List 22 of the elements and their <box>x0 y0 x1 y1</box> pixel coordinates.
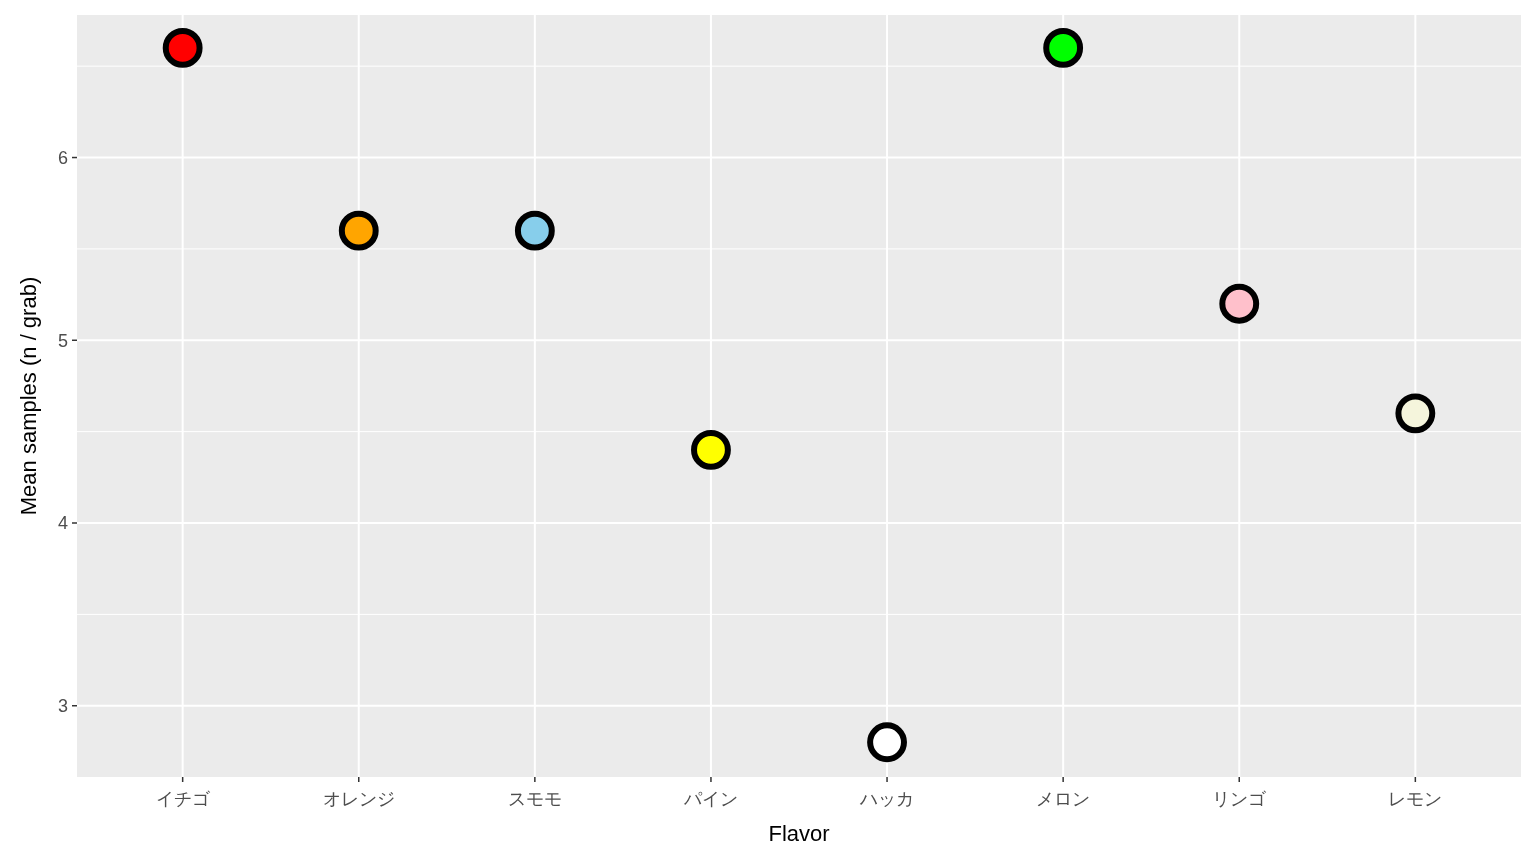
x-tick-label: パイン <box>682 789 738 809</box>
point <box>691 430 731 470</box>
point <box>1219 283 1260 324</box>
x-tick-label: メロン <box>1036 789 1091 809</box>
point <box>514 210 555 251</box>
y-tick-label: 6 <box>57 147 68 168</box>
x-tick-label: ハッカ <box>859 789 915 809</box>
x-tick-label: レモン <box>1388 789 1443 809</box>
y-tick-label: 3 <box>57 696 68 717</box>
y-axis-title: Mean samples (n / grab) <box>16 276 41 516</box>
x-tick-label: リンゴ <box>1212 789 1268 809</box>
y-tick-label: 5 <box>57 330 68 351</box>
point <box>1395 393 1436 434</box>
x-tick-label: オレンジ <box>322 789 395 809</box>
point <box>1043 28 1084 68</box>
y-tick-label: 4 <box>57 513 68 534</box>
x-tick-label: スモモ <box>507 789 562 809</box>
point <box>338 210 379 251</box>
x-axis-title: Flavor <box>768 821 830 846</box>
point <box>867 722 907 763</box>
point <box>162 28 203 68</box>
x-tick-label: イチゴ <box>155 789 211 809</box>
